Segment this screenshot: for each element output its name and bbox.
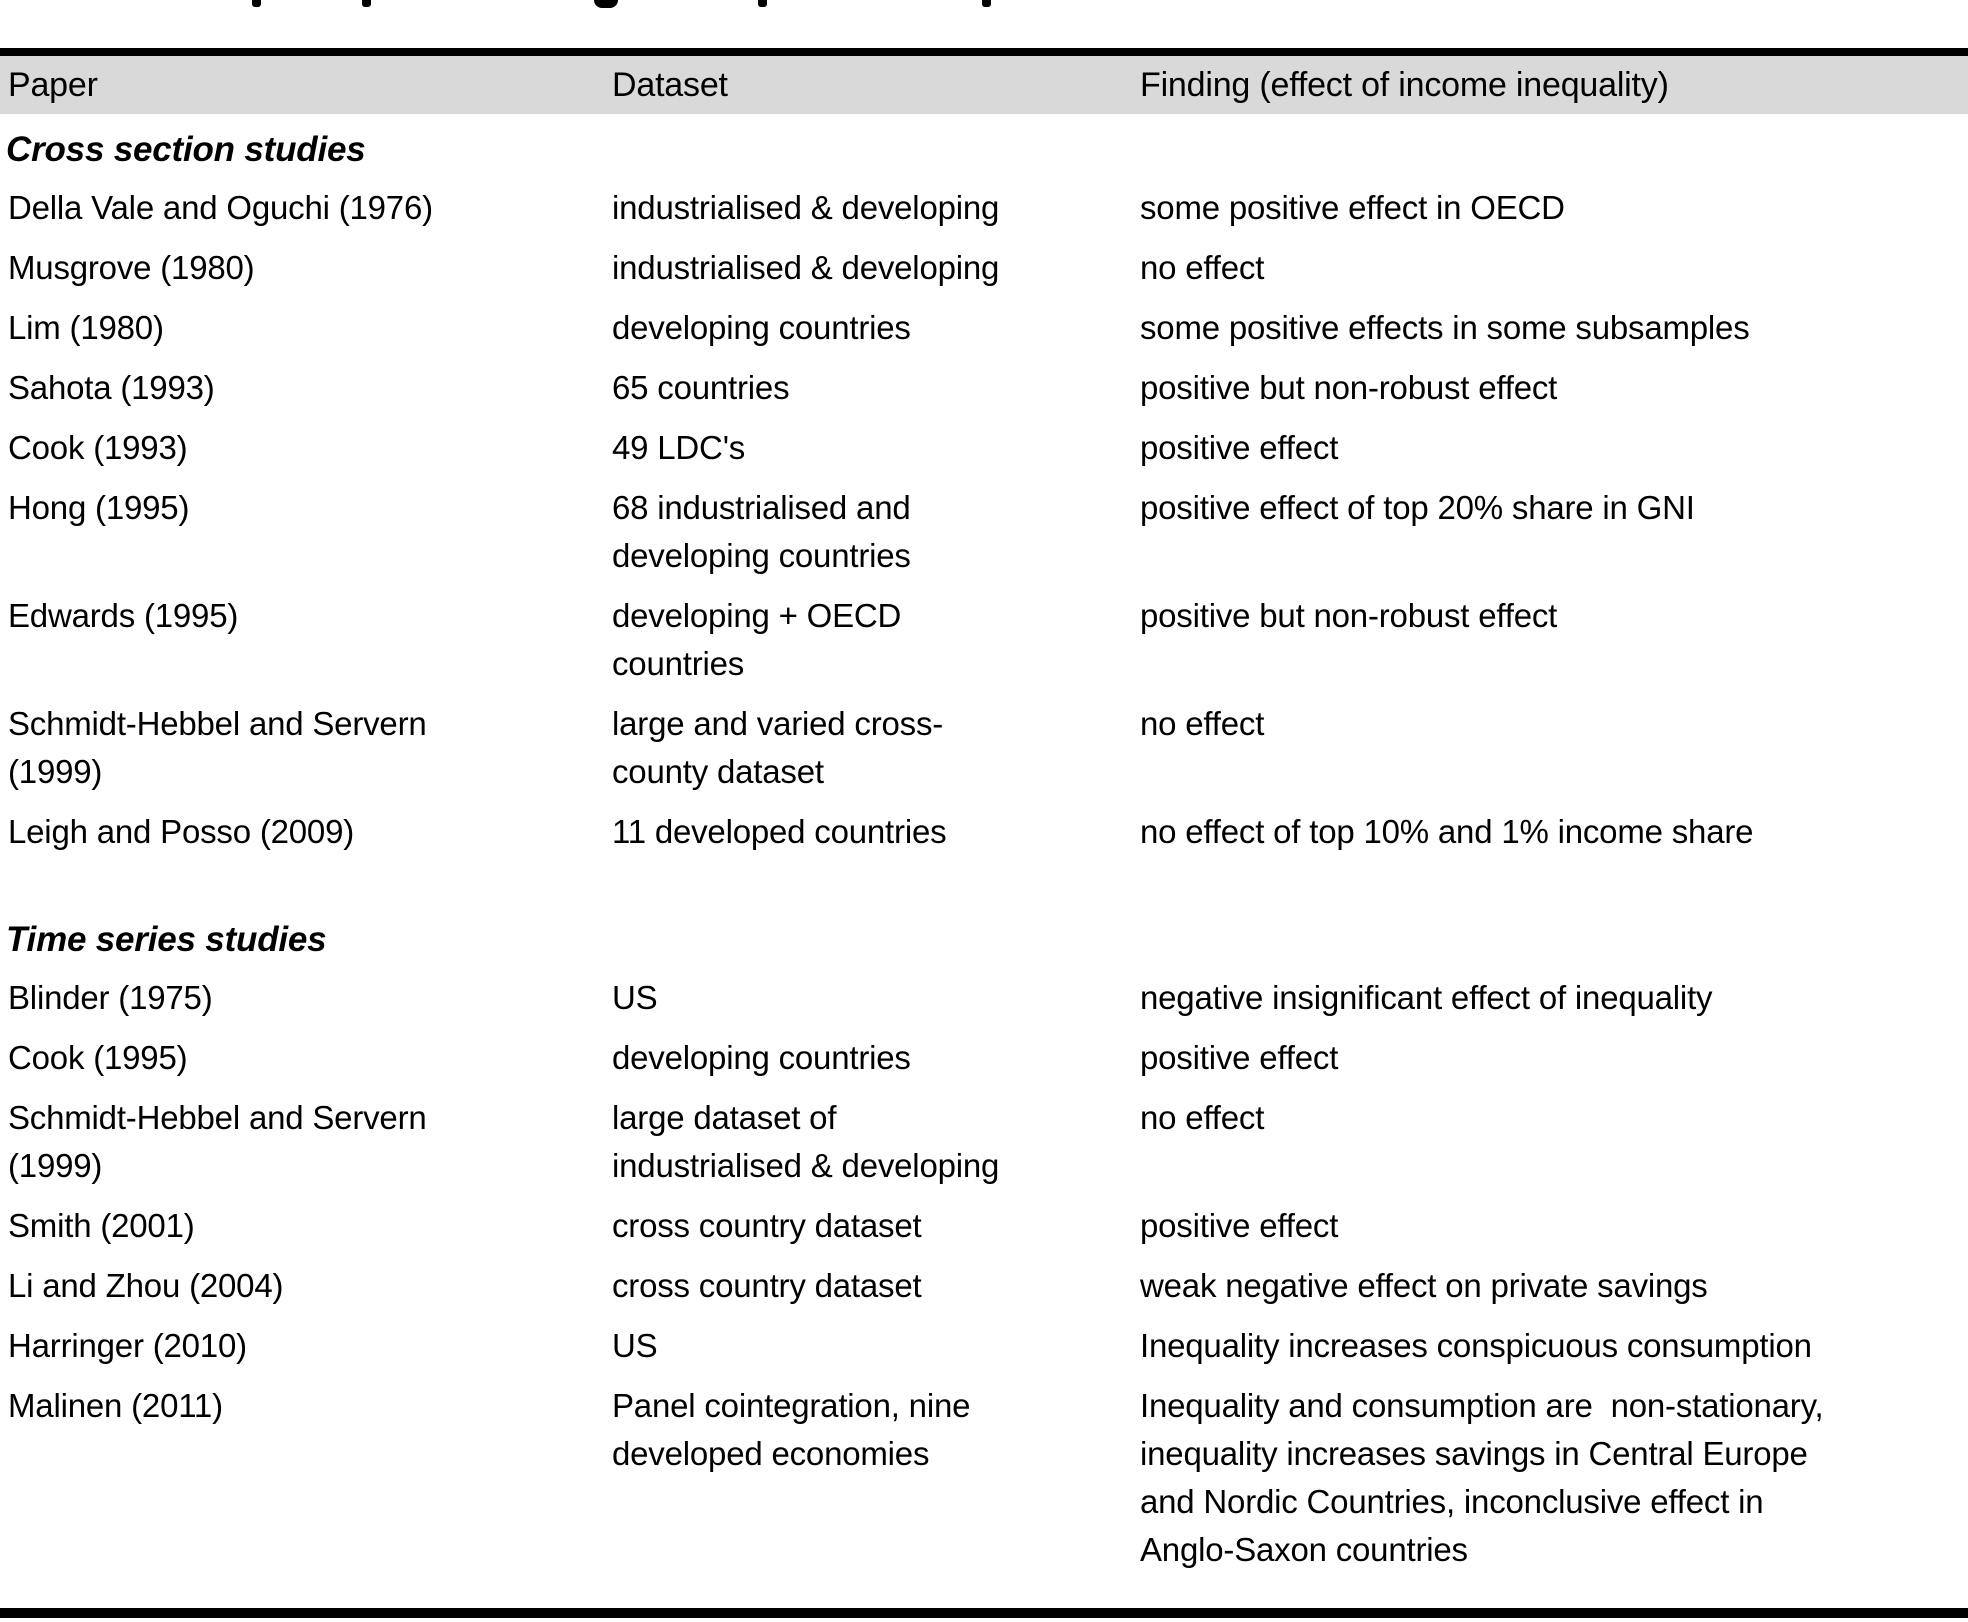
paper-cell: Leigh and Posso (2009)	[8, 813, 355, 850]
table-row: Cook (1995) developing countries positiv…	[0, 1034, 1968, 1082]
table-row: Smith (2001) cross country dataset posit…	[0, 1202, 1968, 1250]
dataset-cell: large and varied cross- county dataset	[612, 705, 944, 790]
finding-cell: positive effect	[1140, 429, 1339, 466]
paper-cell: Harringer (2010)	[8, 1327, 247, 1364]
caption-descender-mark	[758, 0, 767, 7]
dataset-cell: US	[612, 979, 658, 1016]
table-row: Della Vale and Oguchi (1976) industriali…	[0, 184, 1968, 232]
finding-cell: weak negative effect on private savings	[1140, 1267, 1708, 1304]
dataset-cell: cross country dataset	[612, 1267, 922, 1304]
dataset-cell: US	[612, 1327, 658, 1364]
dataset-cell: 65 countries	[612, 369, 790, 406]
table-row: Musgrove (1980) industrialised & develop…	[0, 244, 1968, 292]
paper-cell: Malinen (2011)	[8, 1387, 223, 1424]
dataset-cell: cross country dataset	[612, 1207, 922, 1244]
finding-cell: some positive effects in some subsamples	[1140, 309, 1750, 346]
table-header-row: Paper Dataset Finding (effect of income …	[0, 56, 1968, 114]
dataset-cell: Panel cointegration, nine developed econ…	[612, 1387, 971, 1472]
finding-cell: Inequality and consumption are non-stati…	[1140, 1387, 1824, 1568]
table-row: Blinder (1975) US negative insignificant…	[0, 974, 1968, 1022]
dataset-cell: developing countries	[612, 309, 911, 346]
section-label-cross-section: Cross section studies	[6, 130, 366, 169]
dataset-cell: developing + OECD countries	[612, 597, 902, 682]
dataset-cell: industrialised & developing	[612, 249, 1000, 286]
table-row: Schmidt-Hebbel and Servern (1999) large …	[0, 1094, 1968, 1190]
table-top-border	[0, 48, 1968, 56]
paper-cell: Cook (1995)	[8, 1039, 188, 1076]
table-row: Malinen (2011) Panel cointegration, nine…	[0, 1382, 1968, 1574]
table-row: Hong (1995) 68 industrialised and develo…	[0, 484, 1968, 580]
paper-cell: Hong (1995)	[8, 489, 190, 526]
table-row: Schmidt-Hebbel and Servern (1999) large …	[0, 700, 1968, 796]
studies-table: Paper Dataset Finding (effect of income …	[0, 56, 1968, 1586]
column-header-paper: Paper	[8, 65, 98, 104]
dataset-cell: 68 industrialised and developing countri…	[612, 489, 911, 574]
dataset-cell: 49 LDC's	[612, 429, 746, 466]
paper-cell: Edwards (1995)	[8, 597, 239, 634]
paper-cell: Sahota (1993)	[8, 369, 215, 406]
finding-cell: negative insignificant effect of inequal…	[1140, 979, 1713, 1016]
caption-descender-mark	[362, 0, 371, 7]
finding-cell: positive effect	[1140, 1039, 1339, 1076]
finding-cell: positive effect	[1140, 1207, 1339, 1244]
caption-descender-mark	[252, 0, 261, 7]
paper-cell: Li and Zhou (2004)	[8, 1267, 284, 1304]
paper-cell: Della Vale and Oguchi (1976)	[8, 189, 433, 226]
paper-cell: Cook (1993)	[8, 429, 188, 466]
paper-cell: Musgrove (1980)	[8, 249, 255, 286]
table-row: Edwards (1995) developing + OECD countri…	[0, 592, 1968, 688]
paper-cell: Schmidt-Hebbel and Servern (1999)	[8, 705, 427, 790]
caption-descender-mark	[982, 0, 991, 7]
paper-cell: Blinder (1975)	[8, 979, 213, 1016]
column-header-dataset: Dataset	[612, 65, 728, 104]
finding-cell: no effect	[1140, 249, 1265, 286]
table-row: Lim (1980) developing countries some pos…	[0, 304, 1968, 352]
finding-cell: positive but non-robust effect	[1140, 369, 1558, 406]
table-row: Leigh and Posso (2009) 11 developed coun…	[0, 808, 1968, 856]
table-bottom-border	[0, 1608, 1968, 1618]
dataset-cell: developing countries	[612, 1039, 911, 1076]
finding-cell: positive effect of top 20% share in GNI	[1140, 489, 1695, 526]
finding-cell: positive but non-robust effect	[1140, 597, 1558, 634]
paper-cell: Lim (1980)	[8, 309, 164, 346]
column-header-finding: Finding (effect of income inequality)	[1140, 65, 1669, 104]
clipped-caption-remnant	[0, 0, 1968, 12]
dataset-cell: industrialised & developing	[612, 189, 1000, 226]
dataset-cell: 11 developed countries	[612, 813, 947, 850]
table-row: Sahota (1993) 65 countries positive but …	[0, 364, 1968, 412]
paper-cell: Schmidt-Hebbel and Servern (1999)	[8, 1099, 427, 1184]
finding-cell: no effect	[1140, 705, 1265, 742]
paper-cell: Smith (2001)	[8, 1207, 195, 1244]
finding-cell: no effect	[1140, 1099, 1265, 1136]
section-label-time-series: Time series studies	[6, 920, 327, 959]
finding-cell: no effect of top 10% and 1% income share	[1140, 813, 1754, 850]
table-row: Cook (1993) 49 LDC's positive effect	[0, 424, 1968, 472]
table-row: Harringer (2010) US Inequality increases…	[0, 1322, 1968, 1370]
table-row: Li and Zhou (2004) cross country dataset…	[0, 1262, 1968, 1310]
dataset-cell: large dataset of industrialised & develo…	[612, 1099, 1000, 1184]
finding-cell: Inequality increases conspicuous consump…	[1140, 1327, 1812, 1364]
finding-cell: some positive effect in OECD	[1140, 189, 1565, 226]
caption-descender-mark	[594, 0, 618, 8]
